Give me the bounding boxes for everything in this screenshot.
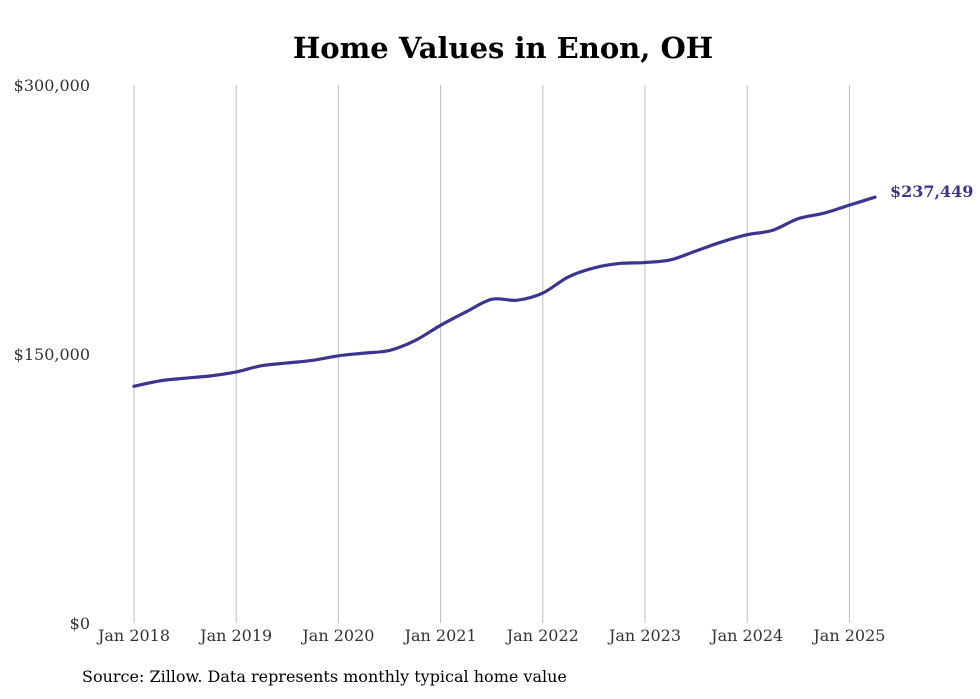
x-tick-label: Jan 2022: [505, 626, 579, 645]
x-tick-label: Jan 2018: [96, 626, 170, 645]
x-tick-label: Jan 2021: [403, 626, 477, 645]
y-axis: $0 $150,000 $300,000: [14, 76, 90, 633]
y-tick-label: $300,000: [14, 76, 90, 95]
x-axis: Jan 2018 Jan 2019 Jan 2020 Jan 2021 Jan 2022…: [96, 626, 885, 645]
x-tick-label: Jan 2025: [811, 626, 885, 645]
label-layer: $237,449: [890, 182, 974, 201]
y-tick-label: $0: [70, 614, 90, 633]
chart-title: Home Values in Enon, OH: [292, 31, 714, 65]
source-note: Source: Zillow. Data represents monthly …: [82, 667, 567, 686]
x-tick-label: Jan 2024: [709, 626, 783, 645]
x-tick-label: Jan 2020: [300, 626, 374, 645]
series-layer: [132, 195, 877, 388]
series-line: [132, 195, 877, 388]
y-tick-label: $150,000: [14, 345, 90, 364]
end-value-label: $237,449: [890, 182, 974, 201]
x-tick-label: Jan 2023: [607, 626, 681, 645]
gridlines: [133, 85, 850, 623]
x-tick-label: Jan 2019: [198, 626, 272, 645]
